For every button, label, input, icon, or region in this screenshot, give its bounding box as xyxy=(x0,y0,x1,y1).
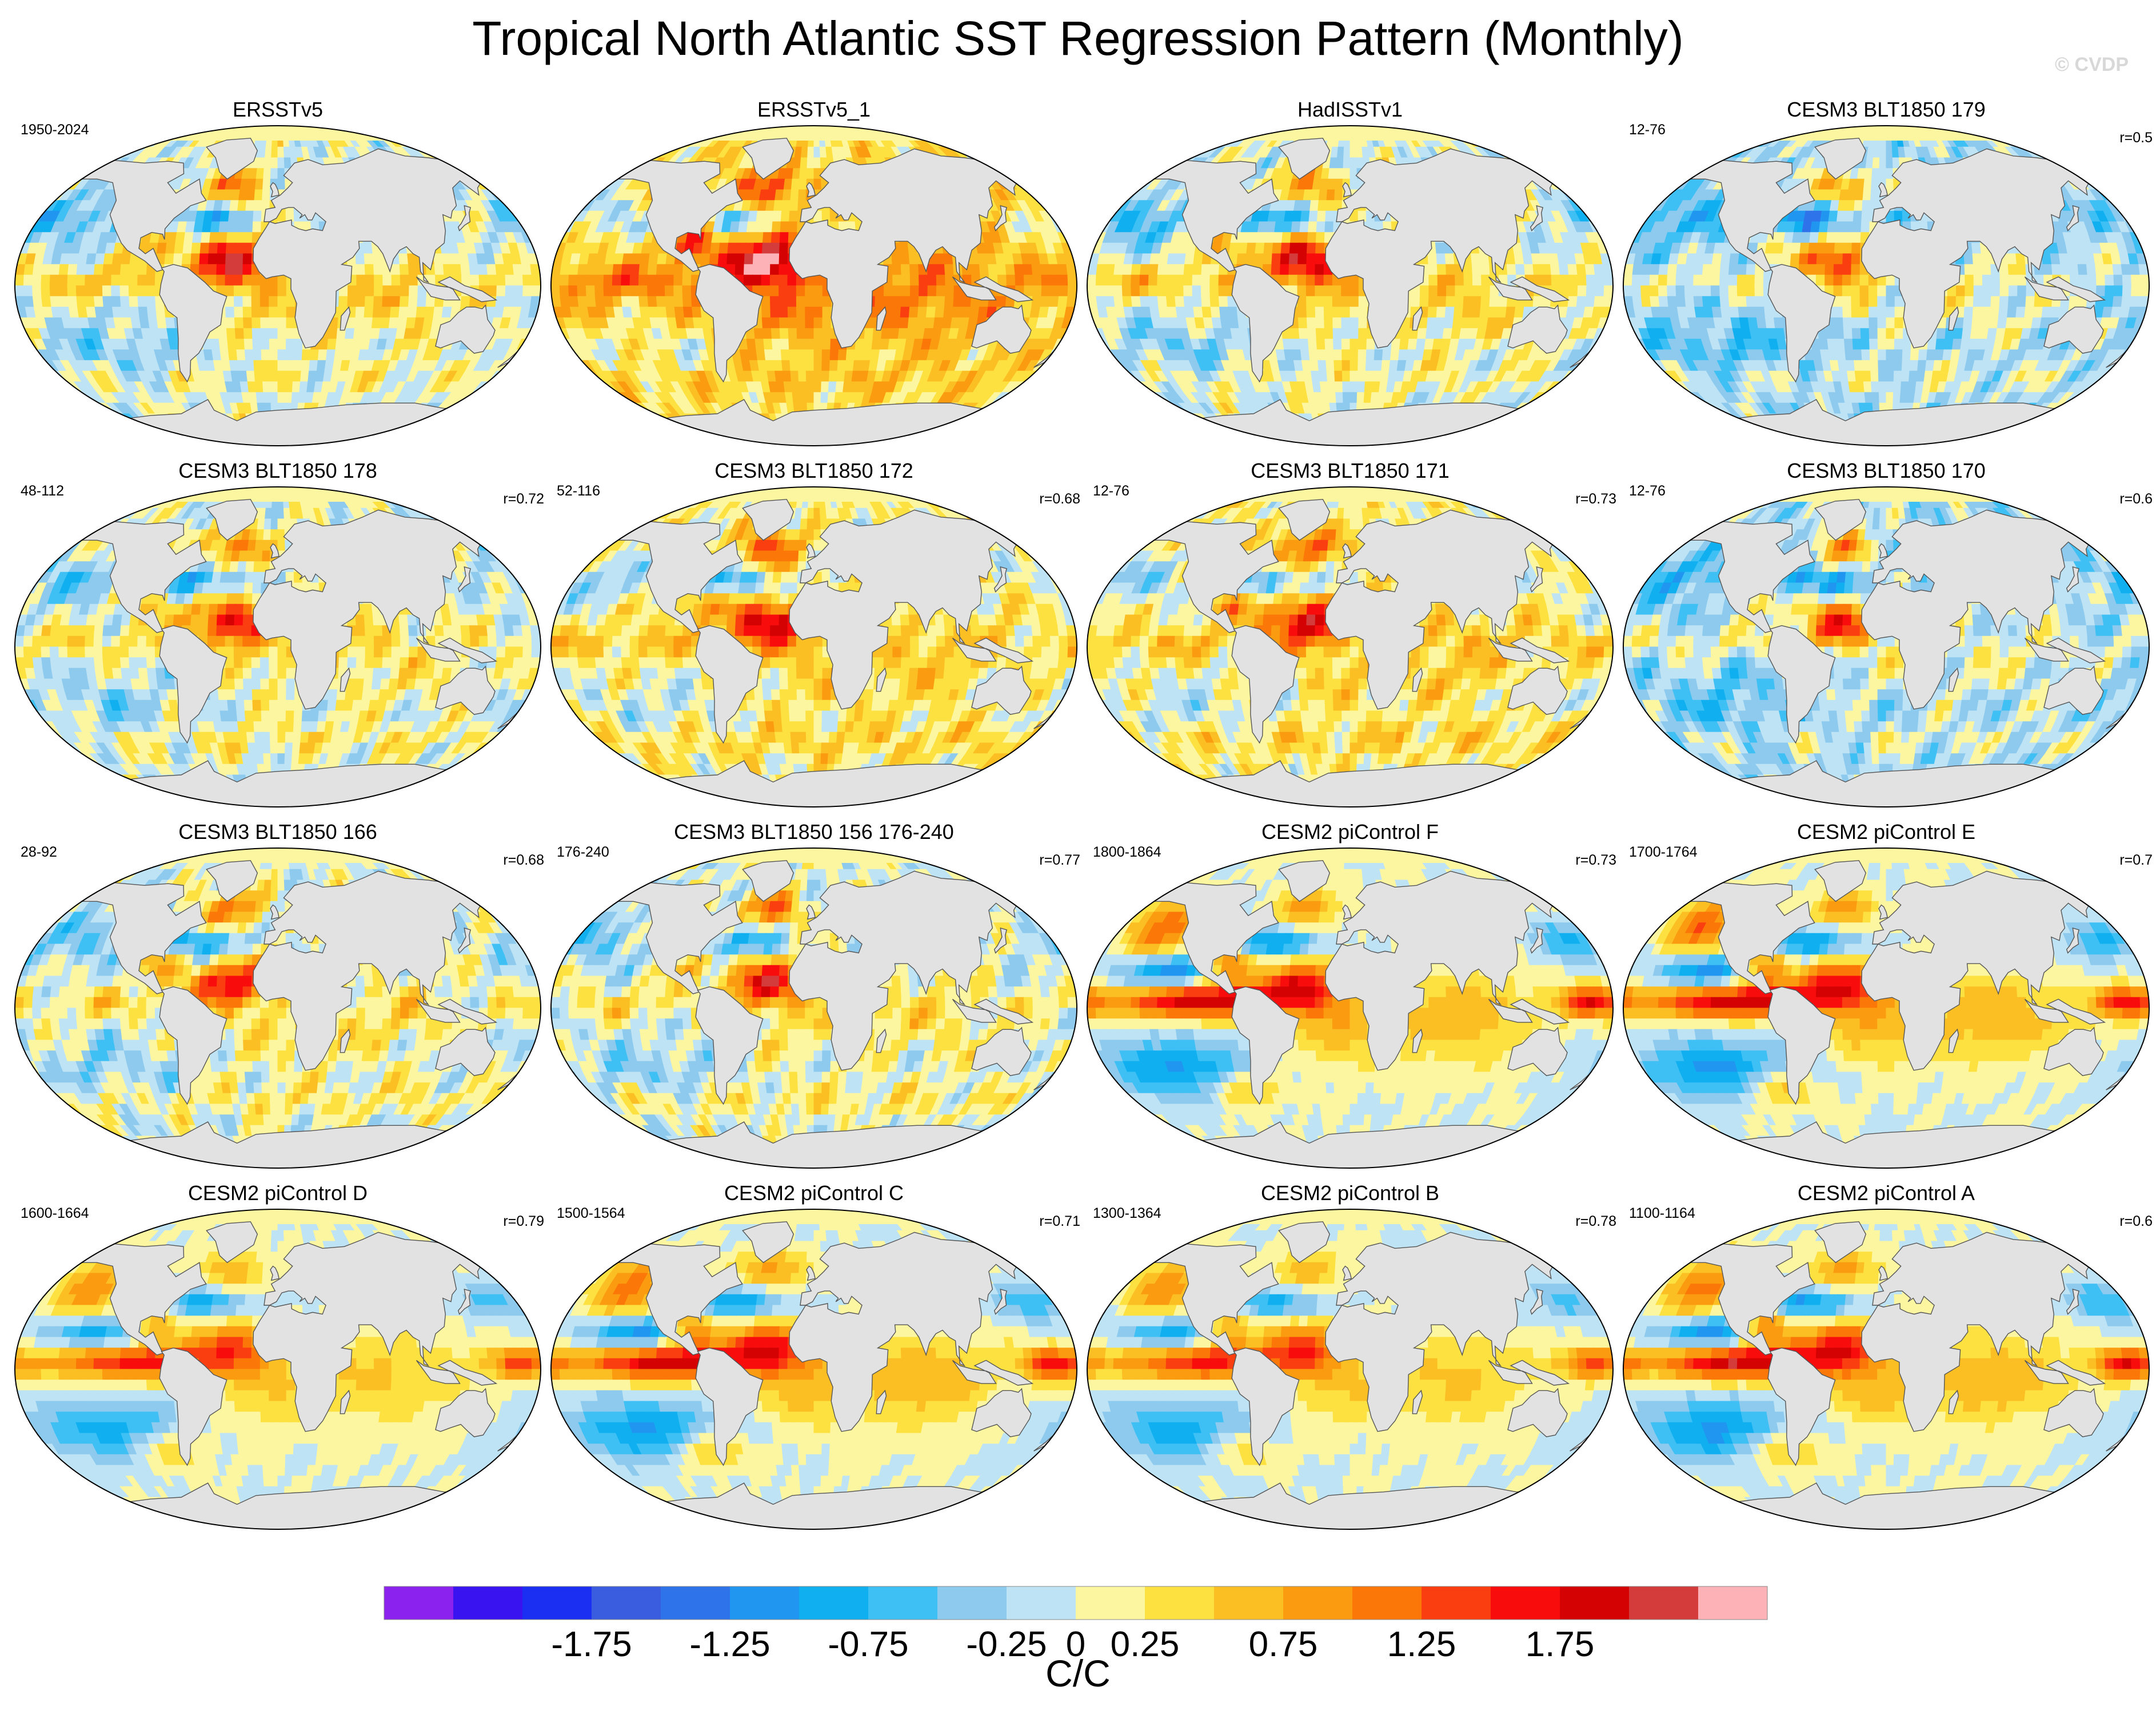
colorbar-swatch xyxy=(453,1586,522,1620)
colorbar-swatch xyxy=(937,1586,1007,1620)
colorbar-swatch xyxy=(661,1586,730,1620)
colorbar-swatch xyxy=(1629,1586,1698,1620)
colorbar-swatch xyxy=(522,1586,592,1620)
colorbar-swatch xyxy=(730,1586,799,1620)
colorbar-swatch xyxy=(1007,1586,1076,1620)
colorbar-swatch xyxy=(868,1586,937,1620)
colorbar-swatch xyxy=(592,1586,661,1620)
colorbar-swatch xyxy=(1076,1586,1145,1620)
colorbar-swatch xyxy=(1352,1586,1422,1620)
colorbar-swatch xyxy=(1491,1586,1560,1620)
colorbar-swatch xyxy=(799,1586,868,1620)
colorbar-swatch xyxy=(384,1586,453,1620)
colorbar-swatch xyxy=(1214,1586,1283,1620)
colorbar-swatch xyxy=(1283,1586,1352,1620)
colorbar-swatch xyxy=(1560,1586,1629,1620)
colorbar-swatch xyxy=(1145,1586,1214,1620)
colorbar-swatch xyxy=(1422,1586,1491,1620)
colorbar-units: C/C xyxy=(0,1650,2156,1696)
colorbar-swatch xyxy=(1698,1586,1767,1620)
